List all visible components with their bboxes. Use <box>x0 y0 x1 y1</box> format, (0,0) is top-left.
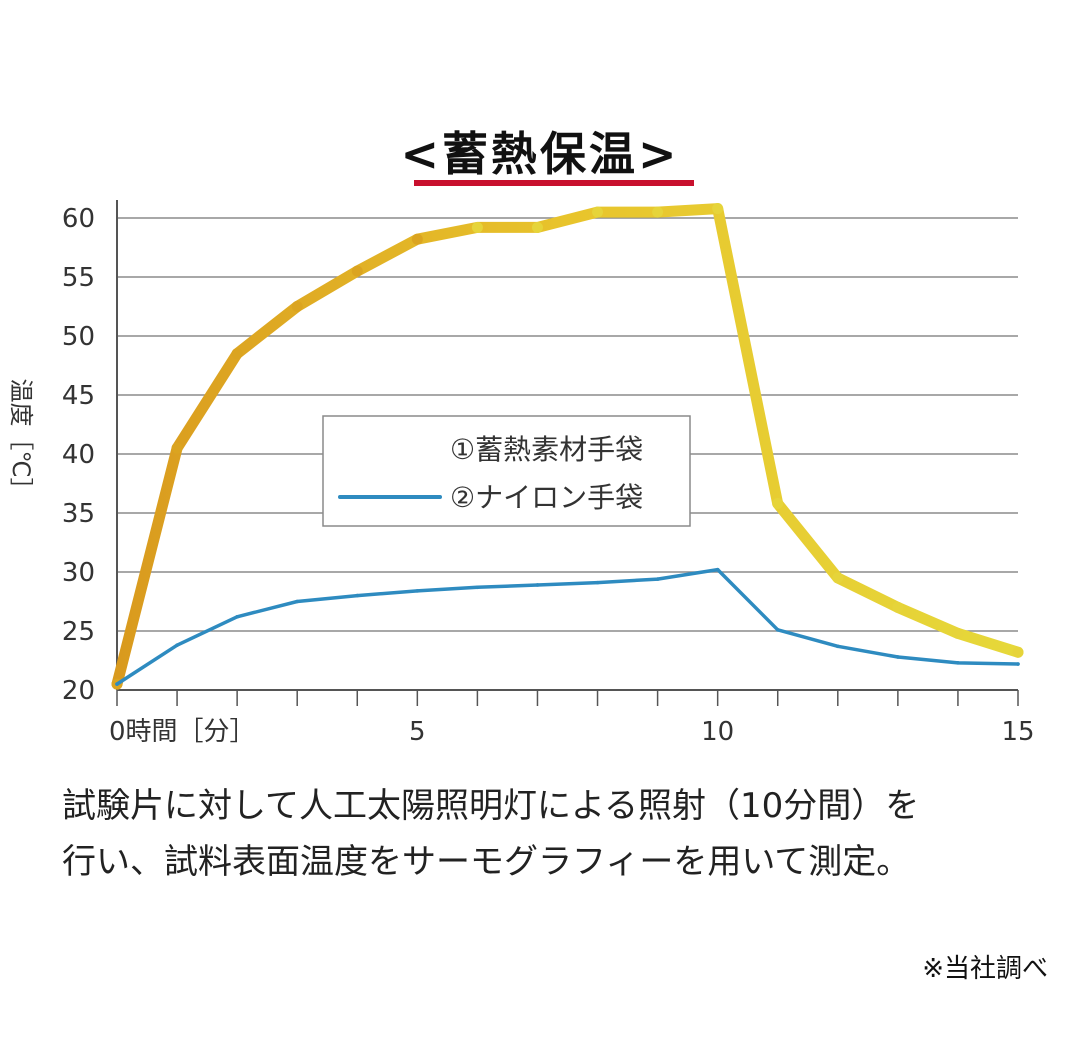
data-point-nylon-13 <box>896 655 900 659</box>
data-point-nylon-11 <box>775 628 780 632</box>
data-point-heat-13 <box>892 601 904 613</box>
note-line-1: 試験片に対して人工太陽照明灯による照射（10分間）を <box>62 786 920 826</box>
data-point-nylon-12 <box>836 644 840 649</box>
data-point-heat-1 <box>171 442 183 454</box>
x-tick-label-5: 5 <box>409 717 426 747</box>
title-underline <box>414 180 694 186</box>
x-tick-label-origin: 0時間［分］ <box>109 717 256 747</box>
y-tick-label-60: 60 <box>62 204 95 234</box>
data-point-heat-3 <box>291 301 303 312</box>
y-tick-label-50: 50 <box>62 322 95 352</box>
x-tick-label-15: 15 <box>1001 717 1034 747</box>
data-point-nylon-14 <box>956 661 960 665</box>
chart-title: <蓄熱保温> <box>400 127 680 181</box>
data-point-heat-10 <box>712 203 724 215</box>
series-line-nylon-glove <box>115 567 1020 686</box>
legend-label-heat: ①蓄熱素材手袋 <box>450 433 643 466</box>
y-tick-label-35: 35 <box>62 499 95 529</box>
data-point-heat-6 <box>471 221 483 233</box>
data-point-heat-9 <box>652 206 664 218</box>
data-point-nylon-7 <box>535 583 540 587</box>
data-point-heat-8 <box>592 206 604 218</box>
y-tick-label-40: 40 <box>62 440 95 470</box>
x-tick-label-10: 10 <box>701 717 734 747</box>
y-axis-label: 温度［℃］ <box>7 379 35 502</box>
data-point-nylon-2 <box>235 615 239 619</box>
data-point-nylon-9 <box>655 577 660 581</box>
y-tick-label-45: 45 <box>62 381 95 411</box>
legend: ①蓄熱素材手袋 ②ナイロン手袋 <box>322 415 691 527</box>
series-line-heat-storage-glove <box>111 203 1024 690</box>
legend-label-nylon: ②ナイロン手袋 <box>450 481 643 514</box>
data-point-nylon-15 <box>1016 662 1020 666</box>
data-point-nylon-4 <box>355 593 360 598</box>
data-point-nylon-3 <box>295 599 300 604</box>
data-point-nylon-8 <box>595 580 600 585</box>
data-point-nylon-5 <box>415 589 420 593</box>
data-point-heat-14 <box>952 627 964 639</box>
data-point-nylon-1 <box>175 643 179 647</box>
data-point-heat-7 <box>531 221 543 233</box>
source-note: ※当社調べ <box>922 954 1048 984</box>
data-point-heat-12 <box>832 572 844 584</box>
y-tick-label-25: 25 <box>62 617 95 647</box>
legend-box <box>322 415 691 527</box>
data-point-nylon-6 <box>475 585 480 590</box>
y-tick-label-20: 20 <box>62 676 95 706</box>
data-point-nylon-10 <box>715 567 720 572</box>
test-note: 試験片に対して人工太陽照明灯による照射（10分間）を 行い、試料表面温度をサーモ… <box>62 778 919 890</box>
series-layer <box>111 203 1024 690</box>
data-point-heat-2 <box>231 348 243 360</box>
data-point-nylon-0 <box>115 682 119 686</box>
y-tick-label-55: 55 <box>62 263 95 293</box>
data-point-heat-11 <box>772 498 784 510</box>
data-point-heat-5 <box>411 233 423 245</box>
note-line-2: 行い、試料表面温度をサーモグラフィーを用いて測定。 <box>62 842 911 882</box>
data-point-heat-15 <box>1012 646 1024 658</box>
axis-layer: 20 25 30 35 40 45 50 55 60 0時間［分］ 5 10 15 <box>62 200 1035 747</box>
data-point-heat-4 <box>351 265 363 277</box>
y-tick-label-30: 30 <box>62 558 95 588</box>
line-chart: 20 25 30 35 40 45 50 55 60 0時間［分］ 5 10 15 ①蓄熱素材手袋 ②ナ… <box>7 200 1035 747</box>
